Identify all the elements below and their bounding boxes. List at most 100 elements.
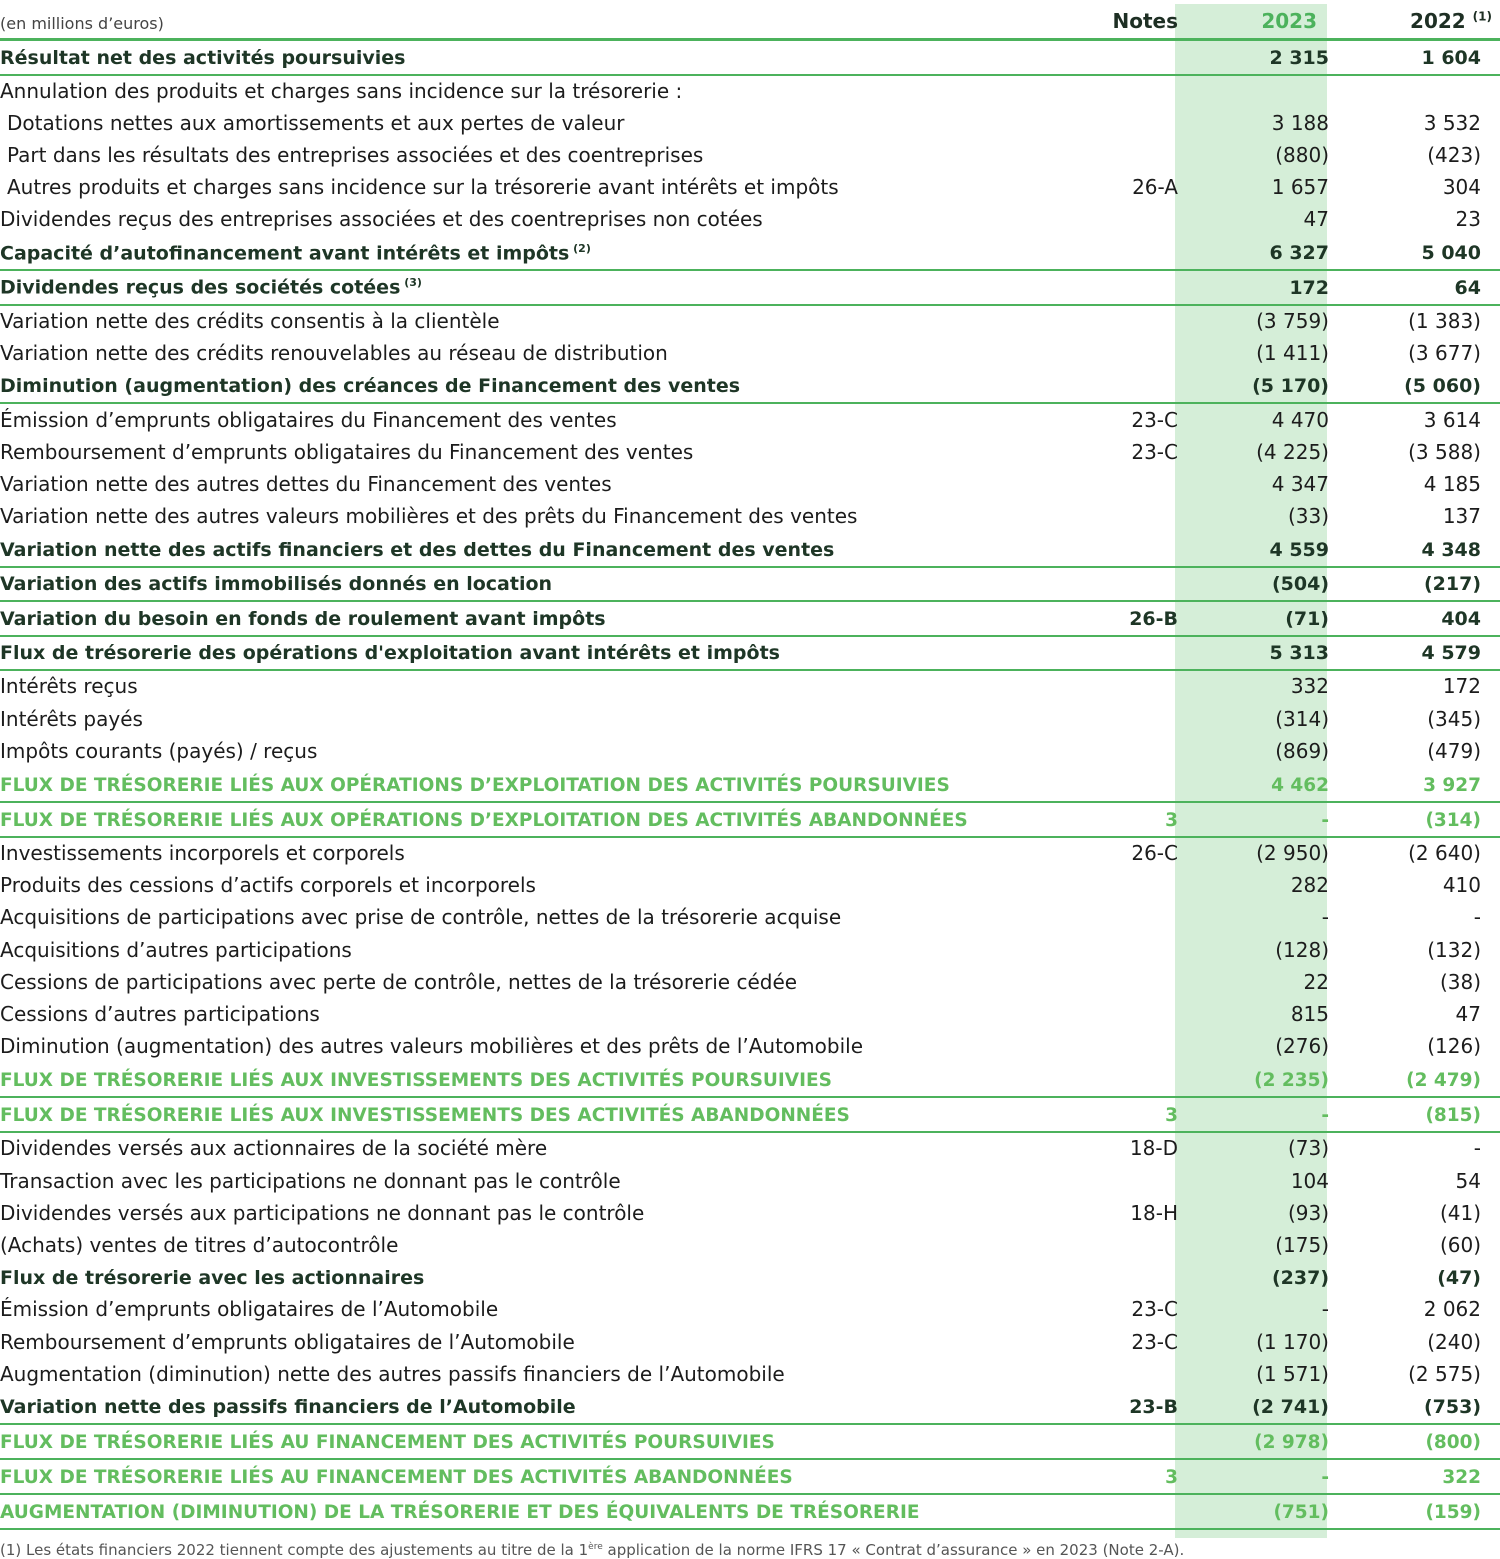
value-2023: 332 [1290, 674, 1329, 699]
value-2023: (1 571) [1256, 1361, 1329, 1386]
row-label-footnote-ref: (3) [400, 276, 422, 290]
value-2023: (504) [1271, 573, 1329, 596]
row-label: FLUX DE TRÉSORERIE LIÉS AU FINANCEMENT D… [0, 1467, 793, 1489]
value-2022: 4 185 [1423, 471, 1481, 496]
value-2023: (128) [1275, 937, 1329, 962]
table-row: Variation nette des crédits renouvelable… [0, 338, 1500, 370]
value-2022: 3 927 [1423, 774, 1481, 796]
row-label: FLUX DE TRÉSORERIE LIÉS AUX OPÉRATIONS D… [0, 809, 968, 831]
value-2023: - [1321, 1297, 1329, 1322]
row-label: Diminution (augmentation) des créances d… [0, 375, 741, 398]
value-2022: (60) [1439, 1232, 1481, 1257]
value-2023: (2 978) [1254, 1432, 1329, 1454]
row-note: 3 [1165, 1467, 1178, 1489]
notes-header: Notes [1112, 9, 1178, 33]
value-2023: (73) [1287, 1136, 1329, 1161]
value-2022: (423) [1427, 143, 1481, 168]
value-2022: (800) [1425, 1432, 1481, 1454]
value-2023: (314) [1275, 706, 1329, 731]
table-row: (Achats) ventes de titres d’autocontrôle… [0, 1230, 1500, 1262]
value-2022: 4 579 [1421, 642, 1482, 665]
value-2023: (751) [1273, 1502, 1329, 1524]
value-2022: (159) [1425, 1502, 1481, 1524]
row-label: Dividendes reçus des entreprises associé… [0, 207, 763, 232]
row-label: Variation nette des actifs financiers et… [0, 538, 835, 561]
value-2022: (2 575) [1408, 1361, 1481, 1386]
table-row: Variation du besoin en fonds de roulemen… [0, 602, 1500, 637]
row-label: Dividendes versés aux participations ne … [0, 1200, 645, 1225]
row-label: Intérêts payés [0, 706, 143, 731]
row-label: Capacité d’autofinancement avant intérêt… [0, 241, 591, 264]
value-2022: - [1473, 905, 1481, 930]
year-2023-header: 2023 [1261, 9, 1317, 33]
table-row: Variation nette des actifs financiers et… [0, 533, 1500, 568]
value-2023: - [1321, 1105, 1329, 1127]
table-row: Variation nette des autres dettes du Fin… [0, 469, 1500, 501]
value-2022: (5 060) [1404, 375, 1481, 398]
table-row: Produits des cessions d’actifs corporels… [0, 870, 1500, 902]
table-row: Intérêts reçus 332 172 [0, 671, 1500, 703]
table-row: Résultat net des activités poursuivies 2 … [0, 41, 1500, 76]
value-2022: 322 [1442, 1467, 1481, 1489]
row-label: Remboursement d’emprunts obligataires du… [0, 439, 694, 464]
value-2022: 2 062 [1423, 1297, 1481, 1322]
value-2022: (2 479) [1406, 1070, 1481, 1092]
row-label: Cessions de participations avec perte de… [0, 969, 798, 994]
row-label: FLUX DE TRÉSORERIE LIÉS AUX OPÉRATIONS D… [0, 774, 950, 796]
row-note: 23-B [1129, 1396, 1178, 1419]
value-2023: 4 470 [1271, 407, 1329, 432]
table-row: Flux de trésorerie avec les actionnaires… [0, 1262, 1500, 1294]
value-2022: (41) [1439, 1200, 1481, 1225]
table-row: Intérêts payés (314) (345) [0, 703, 1500, 735]
row-note: 18-H [1130, 1200, 1178, 1225]
row-label: Acquisitions d’autres participations [0, 937, 352, 962]
table-row: Transaction avec les participations ne d… [0, 1165, 1500, 1197]
table-row: FLUX DE TRÉSORERIE LIÉS AUX OPÉRATIONS D… [0, 803, 1500, 838]
value-2023: 3 188 [1271, 110, 1329, 135]
table-row: Acquisitions d’autres participations (128… [0, 934, 1500, 966]
value-2022: 47 [1455, 1001, 1481, 1026]
value-2022: 410 [1442, 873, 1481, 898]
table-row: Remboursement d’emprunts obligataires de… [0, 1326, 1500, 1358]
value-2022: 23 [1455, 207, 1481, 232]
value-2023: 5 313 [1269, 642, 1330, 665]
unit-label: (en millions d’euros) [0, 14, 164, 33]
row-label: Investissements incorporels et corporels [0, 840, 405, 865]
value-2023: 22 [1303, 969, 1329, 994]
value-2022: - [1473, 1136, 1481, 1161]
value-2022: 304 [1442, 175, 1481, 200]
value-2023: (237) [1271, 1267, 1329, 1290]
table-row: Variation des actifs immobilisés donnés … [0, 568, 1500, 603]
table-row: Cessions de participations avec perte de… [0, 967, 1500, 999]
value-2023: (3 759) [1256, 308, 1329, 333]
table-row: Investissements incorporels et corporels… [0, 838, 1500, 870]
row-label: Dividendes versés aux actionnaires de la… [0, 1136, 548, 1161]
value-2023: (71) [1285, 607, 1329, 630]
value-2023: 1 657 [1271, 175, 1329, 200]
row-label: Résultat net des activités poursuivies [0, 46, 406, 69]
value-2023: 47 [1303, 207, 1329, 232]
row-label: Variation nette des autres valeurs mobil… [0, 504, 858, 529]
value-2023: 815 [1290, 1001, 1329, 1026]
value-2023: (2 950) [1256, 840, 1329, 865]
row-label: Flux de trésorerie avec les actionnaires [0, 1267, 425, 1290]
value-2022: 3 614 [1423, 407, 1481, 432]
value-2023: (880) [1275, 143, 1329, 168]
row-label: Émission d’emprunts obligataires de l’Au… [0, 1297, 499, 1322]
row-label: Variation nette des crédits consentis à … [0, 308, 500, 333]
table-row: FLUX DE TRÉSORERIE LIÉS AUX INVESTISSEME… [0, 1063, 1500, 1099]
table-row: Dividendes versés aux participations ne … [0, 1198, 1500, 1230]
value-2023: 2 315 [1269, 46, 1330, 69]
table-row: Diminution (augmentation) des autres val… [0, 1031, 1500, 1063]
row-label: Cessions d’autres participations [0, 1001, 320, 1026]
row-label: Dotations nettes aux amortissements et a… [7, 110, 625, 135]
table-row: Part dans les résultats des entreprises … [0, 140, 1500, 172]
row-label-footnote-ref: (2) [569, 241, 591, 255]
row-note: 26-B [1129, 607, 1178, 630]
table-row: FLUX DE TRÉSORERIE LIÉS AU FINANCEMENT D… [0, 1425, 1500, 1461]
table-row: Impôts courants (payés) / reçus (869) (479… [0, 736, 1500, 768]
row-note: 3 [1165, 809, 1178, 831]
row-label: Variation nette des autres dettes du Fin… [0, 471, 612, 496]
table-row: Dotations nettes aux amortissements et a… [0, 108, 1500, 140]
row-label: Augmentation (diminution) nette des autr… [0, 1361, 785, 1386]
